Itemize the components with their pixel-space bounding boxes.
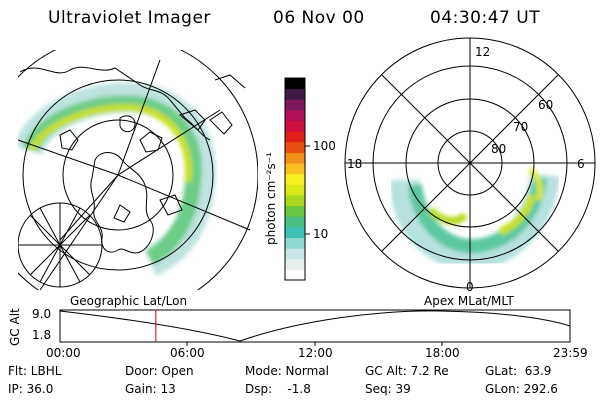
time-label: 04:30:47 UT bbox=[430, 8, 541, 28]
altitude-plot bbox=[59, 309, 571, 346]
colorbar-segment bbox=[285, 194, 305, 207]
colorbar-segment bbox=[285, 205, 305, 217]
info-glon: GLon: 292.6 bbox=[485, 382, 558, 396]
colorbar-segment bbox=[285, 248, 305, 260]
colorbar-segment bbox=[285, 131, 305, 143]
info-mode: Mode: Normal bbox=[245, 364, 329, 378]
mlt-label-0: 0 bbox=[466, 280, 474, 294]
colorbar-segment bbox=[285, 184, 305, 196]
coastlines bbox=[19, 66, 246, 254]
info-door: Door: Open bbox=[125, 364, 194, 378]
colorbar-tick-10: 10 bbox=[313, 227, 329, 241]
colorbar-segment bbox=[285, 120, 305, 132]
right-panel-label: Apex MLat/MLT bbox=[424, 294, 514, 308]
info-dsp: Dsp: -1.8 bbox=[245, 382, 311, 396]
alt-xtick-0: 00:00 bbox=[46, 346, 81, 360]
alt-ylabel: GC Alt bbox=[8, 308, 22, 346]
mlt-label-18: 18 bbox=[347, 157, 363, 171]
colorbar-segment bbox=[285, 152, 305, 164]
colorbar-segment bbox=[285, 226, 305, 238]
colorbar-segment bbox=[285, 216, 305, 228]
info-gc-alt: GC Alt: 7.2 Re bbox=[365, 364, 449, 378]
colorbar-segment bbox=[285, 99, 305, 111]
colorbar-segment bbox=[285, 163, 305, 175]
alt-xtick-2: 12:00 bbox=[298, 346, 333, 360]
auroral-oval-geo bbox=[18, 82, 216, 276]
alt-ymin: 1.8 bbox=[32, 328, 52, 342]
app-title: Ultraviolet Imager bbox=[48, 8, 211, 28]
alt-xtick-3: 18:00 bbox=[425, 346, 460, 360]
colorbar-segment bbox=[285, 141, 305, 153]
info-ip: IP: 36.0 bbox=[8, 382, 54, 396]
left-panel-label: Geographic Lat/Lon bbox=[70, 294, 188, 308]
info-gain: Gain: 13 bbox=[125, 382, 176, 396]
colorbar-segment bbox=[285, 88, 305, 100]
info-glat: GLat: 63.9 bbox=[485, 364, 552, 378]
colorbar-segment bbox=[285, 258, 305, 270]
map-grid bbox=[18, 202, 103, 288]
altitude-curve bbox=[59, 310, 571, 342]
mlat-label-60: 60 bbox=[538, 98, 554, 112]
mlt-label-6: 6 bbox=[577, 157, 585, 171]
colorbar-segment bbox=[285, 173, 305, 185]
alt-ymax: 9.0 bbox=[32, 307, 52, 321]
colorbar-tick-100: 100 bbox=[313, 139, 336, 153]
geographic-map bbox=[18, 50, 258, 290]
colorbar-segment bbox=[285, 237, 305, 249]
polar-plot bbox=[344, 37, 596, 289]
colorbar-label: photon cm⁻²s⁻¹ bbox=[264, 152, 278, 245]
info-flt: Flt: LBHL bbox=[8, 364, 62, 378]
mlat-label-70: 70 bbox=[513, 120, 529, 134]
info-seq: Seq: 39 bbox=[365, 382, 411, 396]
date-label: 06 Nov 00 bbox=[273, 8, 365, 28]
mlt-label-12: 12 bbox=[475, 45, 491, 59]
colorbar bbox=[285, 78, 305, 281]
colorbar-segment bbox=[285, 78, 305, 90]
mlat-label-80: 80 bbox=[491, 142, 507, 156]
auroral-oval-polar bbox=[390, 167, 560, 271]
alt-xtick-4: 23:59 bbox=[553, 346, 588, 360]
alt-xtick-1: 06:00 bbox=[170, 346, 205, 360]
colorbar-segment bbox=[285, 109, 305, 122]
colorbar-segment bbox=[285, 269, 305, 281]
